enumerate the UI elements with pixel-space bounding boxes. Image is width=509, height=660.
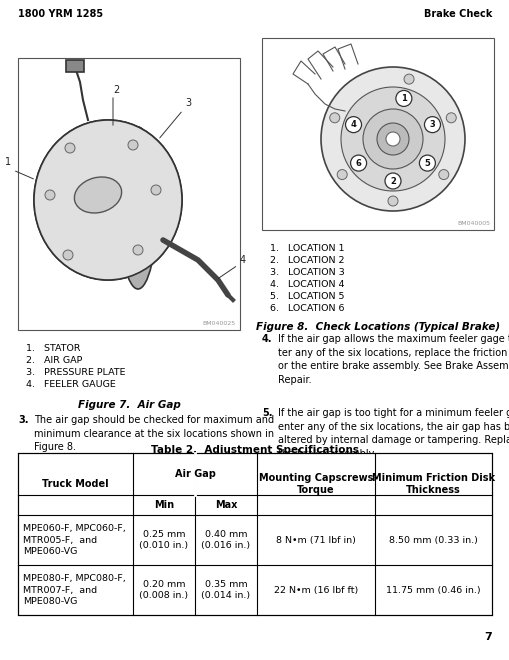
Text: Truck Model: Truck Model xyxy=(42,479,108,489)
Circle shape xyxy=(329,113,339,123)
Circle shape xyxy=(45,190,55,200)
Ellipse shape xyxy=(74,177,121,213)
Text: 4.   FEELER GAUGE: 4. FEELER GAUGE xyxy=(26,380,116,389)
Text: Min: Min xyxy=(154,500,174,510)
Text: BM040005: BM040005 xyxy=(456,221,489,226)
Circle shape xyxy=(133,245,143,255)
Text: 1800 YRM 1285: 1800 YRM 1285 xyxy=(18,9,103,19)
Circle shape xyxy=(387,196,397,206)
Circle shape xyxy=(341,87,444,191)
Text: 6: 6 xyxy=(355,158,361,168)
Circle shape xyxy=(320,67,464,211)
Text: 1.   STATOR: 1. STATOR xyxy=(26,344,80,353)
Ellipse shape xyxy=(34,120,182,280)
Text: 8.50 mm (0.33 in.): 8.50 mm (0.33 in.) xyxy=(388,535,477,544)
Text: 4.: 4. xyxy=(262,334,272,344)
Bar xyxy=(18,453,491,615)
Ellipse shape xyxy=(34,120,182,280)
Text: Mounting Capscrews
Torque: Mounting Capscrews Torque xyxy=(258,473,373,495)
Bar xyxy=(119,223,157,235)
Text: 1: 1 xyxy=(5,157,11,167)
Bar xyxy=(119,196,157,208)
Text: 7: 7 xyxy=(484,632,491,642)
Text: 6.   LOCATION 6: 6. LOCATION 6 xyxy=(269,304,344,313)
Text: 8 N•m (71 lbf in): 8 N•m (71 lbf in) xyxy=(275,535,355,544)
Circle shape xyxy=(438,170,448,180)
Text: If the air gap allows the maximum feeler gage to en-
ter any of the six location: If the air gap allows the maximum feeler… xyxy=(277,334,509,385)
Text: 11.75 mm (0.46 in.): 11.75 mm (0.46 in.) xyxy=(385,585,480,595)
Text: Figure 7.  Air Gap: Figure 7. Air Gap xyxy=(77,400,180,410)
Text: 4: 4 xyxy=(239,255,245,265)
Circle shape xyxy=(151,185,161,195)
Text: Brake Check: Brake Check xyxy=(423,9,491,19)
Text: 3.   PRESSURE PLATE: 3. PRESSURE PLATE xyxy=(26,368,125,377)
Circle shape xyxy=(362,109,422,169)
Circle shape xyxy=(445,113,456,123)
Text: 1.   LOCATION 1: 1. LOCATION 1 xyxy=(269,244,344,253)
Text: 0.25 mm
(0.010 in.): 0.25 mm (0.010 in.) xyxy=(139,529,188,550)
Text: 3: 3 xyxy=(429,120,435,129)
Text: 1: 1 xyxy=(400,94,406,103)
Circle shape xyxy=(128,140,138,150)
Circle shape xyxy=(376,123,408,155)
Text: 0.20 mm
(0.008 in.): 0.20 mm (0.008 in.) xyxy=(139,579,188,601)
Text: 5.: 5. xyxy=(262,408,272,418)
Circle shape xyxy=(345,117,361,133)
Text: 3: 3 xyxy=(185,98,191,108)
Bar xyxy=(66,60,84,72)
Text: Table 2.  Adjustment Specifications: Table 2. Adjustment Specifications xyxy=(151,445,358,455)
Text: 2: 2 xyxy=(112,85,119,95)
Text: 2.   LOCATION 2: 2. LOCATION 2 xyxy=(269,256,344,265)
Text: Max: Max xyxy=(214,500,237,510)
Circle shape xyxy=(423,117,440,133)
Bar xyxy=(18,58,240,330)
Circle shape xyxy=(395,90,411,106)
Text: BM040025: BM040025 xyxy=(203,321,236,326)
Text: 4.   LOCATION 4: 4. LOCATION 4 xyxy=(269,280,344,289)
Circle shape xyxy=(403,74,413,84)
Text: 2: 2 xyxy=(389,176,395,185)
Circle shape xyxy=(65,143,75,153)
Text: 3.: 3. xyxy=(18,415,29,425)
Bar xyxy=(119,168,157,180)
Bar xyxy=(262,38,493,230)
Ellipse shape xyxy=(119,127,157,289)
Text: 2.   AIR GAP: 2. AIR GAP xyxy=(26,356,82,365)
Text: If the air gap is too tight for a minimum feeler gage to
enter any of the six lo: If the air gap is too tight for a minimu… xyxy=(277,408,509,459)
Circle shape xyxy=(336,170,347,180)
Circle shape xyxy=(385,132,399,146)
Text: MPE060-F, MPC060-F,
MTR005-F,  and
MPE060-VG: MPE060-F, MPC060-F, MTR005-F, and MPE060… xyxy=(23,523,126,556)
Text: 5: 5 xyxy=(423,158,430,168)
Circle shape xyxy=(418,155,435,171)
Text: 0.40 mm
(0.016 in.): 0.40 mm (0.016 in.) xyxy=(201,529,250,550)
Text: 22 N•m (16 lbf ft): 22 N•m (16 lbf ft) xyxy=(273,585,357,595)
Text: 3.   LOCATION 3: 3. LOCATION 3 xyxy=(269,268,344,277)
Text: Minimum Friction Disk
Thickness: Minimum Friction Disk Thickness xyxy=(371,473,494,495)
Text: 5.   LOCATION 5: 5. LOCATION 5 xyxy=(269,292,344,301)
Text: The air gap should be checked for maximum and
minimum clearance at the six locat: The air gap should be checked for maximu… xyxy=(34,415,274,452)
Circle shape xyxy=(350,155,366,171)
Circle shape xyxy=(63,250,73,260)
Circle shape xyxy=(384,173,400,189)
Text: 0.35 mm
(0.014 in.): 0.35 mm (0.014 in.) xyxy=(201,579,250,601)
Text: Air Gap: Air Gap xyxy=(174,469,215,479)
Text: MPE080-F, MPC080-F,
MTR007-F,  and
MPE080-VG: MPE080-F, MPC080-F, MTR007-F, and MPE080… xyxy=(23,574,126,607)
Text: 4: 4 xyxy=(350,120,356,129)
Text: Figure 8.  Check Locations (Typical Brake): Figure 8. Check Locations (Typical Brake… xyxy=(256,322,499,332)
